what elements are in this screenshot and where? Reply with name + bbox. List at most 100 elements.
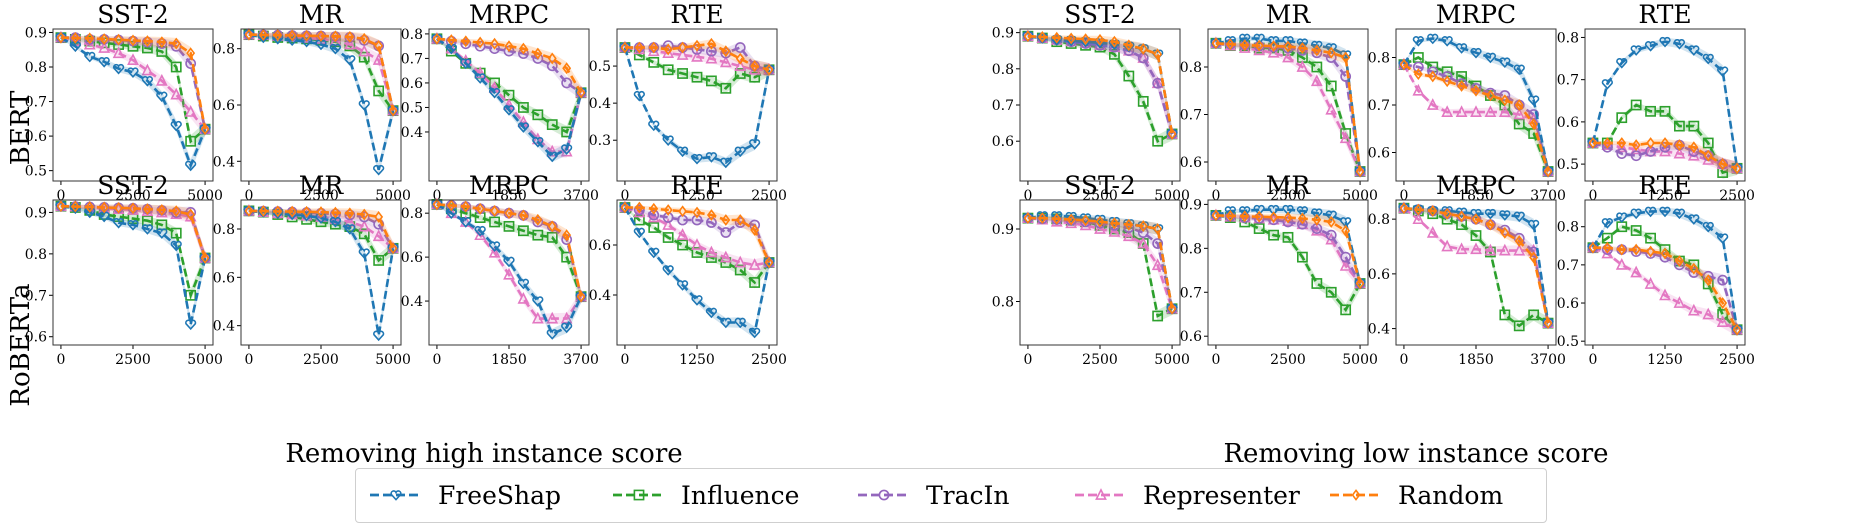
panel-title: MRPC xyxy=(469,171,549,200)
data-point xyxy=(619,202,631,214)
data-point xyxy=(1152,135,1164,147)
data-point xyxy=(1312,44,1322,57)
panel-title: RTE xyxy=(1638,171,1691,200)
data-point xyxy=(1673,146,1686,159)
data-point xyxy=(1065,216,1078,229)
data-point xyxy=(721,214,731,226)
data-point xyxy=(1108,225,1121,237)
legend-item-influence: Influence xyxy=(611,469,799,521)
data-point xyxy=(649,202,659,215)
data-point xyxy=(127,67,139,78)
series-band xyxy=(624,206,770,289)
data-point xyxy=(1326,46,1336,59)
data-point xyxy=(503,105,515,116)
data-point xyxy=(1081,33,1091,46)
data-point xyxy=(676,146,689,158)
data-point xyxy=(1355,277,1365,290)
data-point xyxy=(1413,203,1423,216)
data-point xyxy=(70,200,80,213)
data-point xyxy=(1513,320,1525,332)
panel-frame xyxy=(428,199,590,346)
data-point xyxy=(302,205,312,218)
data-point xyxy=(678,41,688,54)
x-tick-label: 0 xyxy=(1023,352,1032,368)
series-line xyxy=(1215,42,1362,172)
data-point xyxy=(1528,309,1540,321)
data-point xyxy=(1022,213,1034,224)
panel-title: MR xyxy=(1266,171,1312,200)
data-point xyxy=(1398,59,1410,71)
data-point xyxy=(244,28,254,41)
panel-high-roberta-sst-2: SST-2 0 2500 5000 0.6 0.7 0.8 0.9 xyxy=(25,171,223,368)
panel-title: RTE xyxy=(670,171,723,200)
y-tick-label: 0.5 xyxy=(1557,334,1579,350)
data-point xyxy=(1297,42,1307,54)
y-tick-label: 0.6 xyxy=(1180,155,1202,171)
data-point xyxy=(141,63,154,76)
data-point xyxy=(1325,43,1337,54)
data-point xyxy=(70,32,80,44)
x-tick-label: 5000 xyxy=(187,188,223,204)
data-point xyxy=(734,317,746,329)
data-point xyxy=(1282,50,1294,63)
data-point xyxy=(648,247,660,259)
data-point xyxy=(98,41,111,53)
y-tick-label: 0.7 xyxy=(25,95,47,111)
data-point xyxy=(546,311,559,324)
data-point xyxy=(1630,225,1642,236)
series-band xyxy=(248,33,394,176)
series-line xyxy=(1403,206,1550,324)
data-point xyxy=(343,37,356,50)
group-label-high: Removing high instance score xyxy=(285,439,682,469)
panel-frame xyxy=(1019,199,1181,346)
data-point xyxy=(750,224,760,236)
series-line xyxy=(624,206,771,264)
y-tick-label: 0.8 xyxy=(1557,30,1579,46)
data-point xyxy=(517,291,530,304)
panel-high-roberta-mrpc: MRPC 0 1850 3700 0.4 0.6 0.8 xyxy=(401,171,599,368)
data-point xyxy=(1253,33,1265,45)
data-point xyxy=(1022,31,1034,43)
data-point xyxy=(330,206,340,219)
data-point xyxy=(562,229,572,242)
data-point xyxy=(55,201,67,213)
series-random xyxy=(1399,58,1553,179)
data-point xyxy=(691,49,703,62)
data-point xyxy=(156,91,168,103)
data-point xyxy=(170,240,182,252)
data-point xyxy=(1066,32,1076,45)
data-point xyxy=(431,34,443,45)
data-point xyxy=(1630,208,1642,220)
data-point xyxy=(171,37,181,50)
series-line xyxy=(1027,216,1174,309)
series-band xyxy=(1027,216,1173,322)
x-tick-label: 2500 xyxy=(115,352,151,368)
data-point xyxy=(186,47,196,60)
data-point xyxy=(1094,222,1106,234)
data-point xyxy=(1283,40,1293,53)
data-point xyxy=(85,32,95,45)
data-point xyxy=(1137,236,1150,249)
data-point xyxy=(1673,38,1686,50)
series-band xyxy=(436,37,582,163)
series-random xyxy=(620,37,774,77)
y-tick-label: 0.7 xyxy=(25,288,47,304)
series-band xyxy=(60,204,206,331)
data-point xyxy=(1109,35,1119,48)
data-point xyxy=(1529,251,1539,264)
data-point xyxy=(503,220,515,232)
data-point xyxy=(184,105,197,117)
x-tick-label: 5000 xyxy=(375,352,411,368)
data-point xyxy=(358,248,370,259)
data-point xyxy=(533,47,543,60)
data-point xyxy=(286,35,298,47)
data-point xyxy=(1688,214,1700,225)
x-tick-label: 1850 xyxy=(491,352,527,368)
data-point xyxy=(1311,47,1323,59)
data-point xyxy=(620,41,630,54)
data-point xyxy=(662,46,675,58)
data-point xyxy=(1689,262,1699,275)
data-point xyxy=(1457,210,1467,223)
